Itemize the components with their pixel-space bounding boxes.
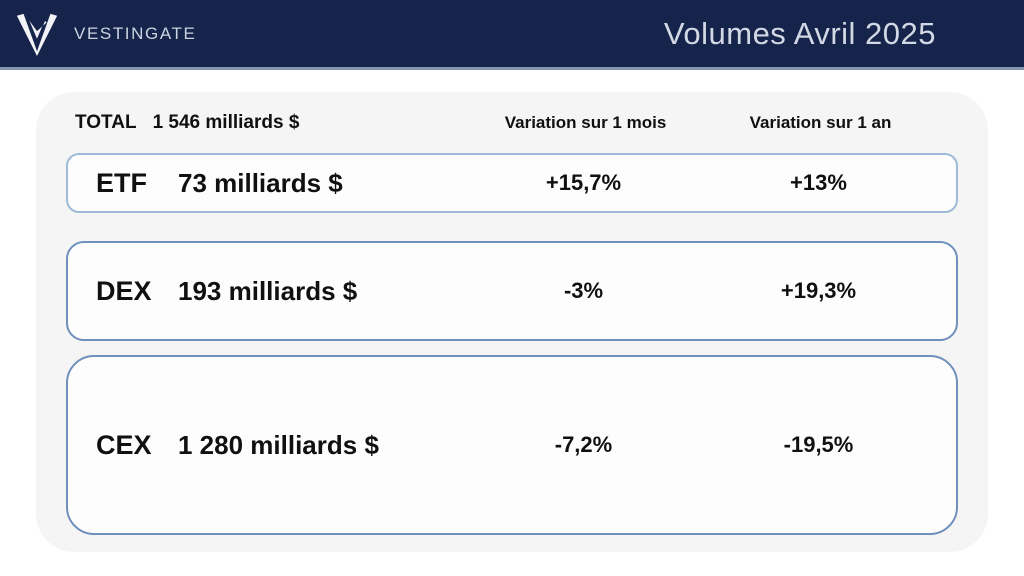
row-label: DEX 193 milliards $ — [96, 276, 466, 307]
header-bar: VESTINGATE Volumes Avril 2025 — [0, 0, 1024, 70]
row-label: CEX 1 280 milliards $ — [96, 430, 466, 461]
row-label: ETF 73 milliards $ — [96, 168, 466, 199]
row-variation-month: -3% — [563, 278, 604, 303]
row-amount: 73 milliards $ — [178, 167, 343, 198]
row-name: CEX — [96, 429, 152, 460]
vestingate-shield-icon — [16, 13, 58, 56]
table-body: ETF 73 milliards $ +15,7% +13% DEX 193 m… — [66, 153, 958, 535]
row-variation-year: +19,3% — [780, 278, 857, 303]
brand: VESTINGATE — [0, 11, 196, 57]
volumes-card: TOTAL 1 546 milliards $ Variation sur 1 … — [36, 92, 988, 552]
column-header-month: Variation sur 1 mois — [504, 113, 667, 132]
row-amount: 193 milliards $ — [178, 275, 358, 306]
table-row-dex: DEX 193 milliards $ -3% +19,3% — [66, 241, 958, 341]
row-variation-month: -7,2% — [554, 432, 613, 457]
column-header-year: Variation sur 1 an — [749, 113, 892, 132]
table-row-cex: CEX 1 280 milliards $ -7,2% -19,5% — [66, 355, 958, 535]
table-header-row: TOTAL 1 546 milliards $ Variation sur 1 … — [36, 92, 988, 138]
row-name: DEX — [96, 275, 152, 306]
row-variation-month: +15,7% — [545, 170, 622, 195]
row-variation-year: -19,5% — [783, 432, 854, 457]
total-cell: TOTAL 1 546 milliards $ — [75, 108, 468, 138]
table-row-etf: ETF 73 milliards $ +15,7% +13% — [66, 153, 958, 213]
brand-name: VESTINGATE — [74, 23, 197, 43]
total-value: 1 546 milliards $ — [152, 112, 300, 133]
total-label: TOTAL — [75, 112, 137, 133]
row-name: ETF — [96, 167, 147, 198]
row-variation-year: +13% — [790, 170, 847, 195]
row-amount: 1 280 milliards $ — [178, 429, 379, 460]
page-title: Volumes Avril 2025 — [663, 15, 936, 51]
